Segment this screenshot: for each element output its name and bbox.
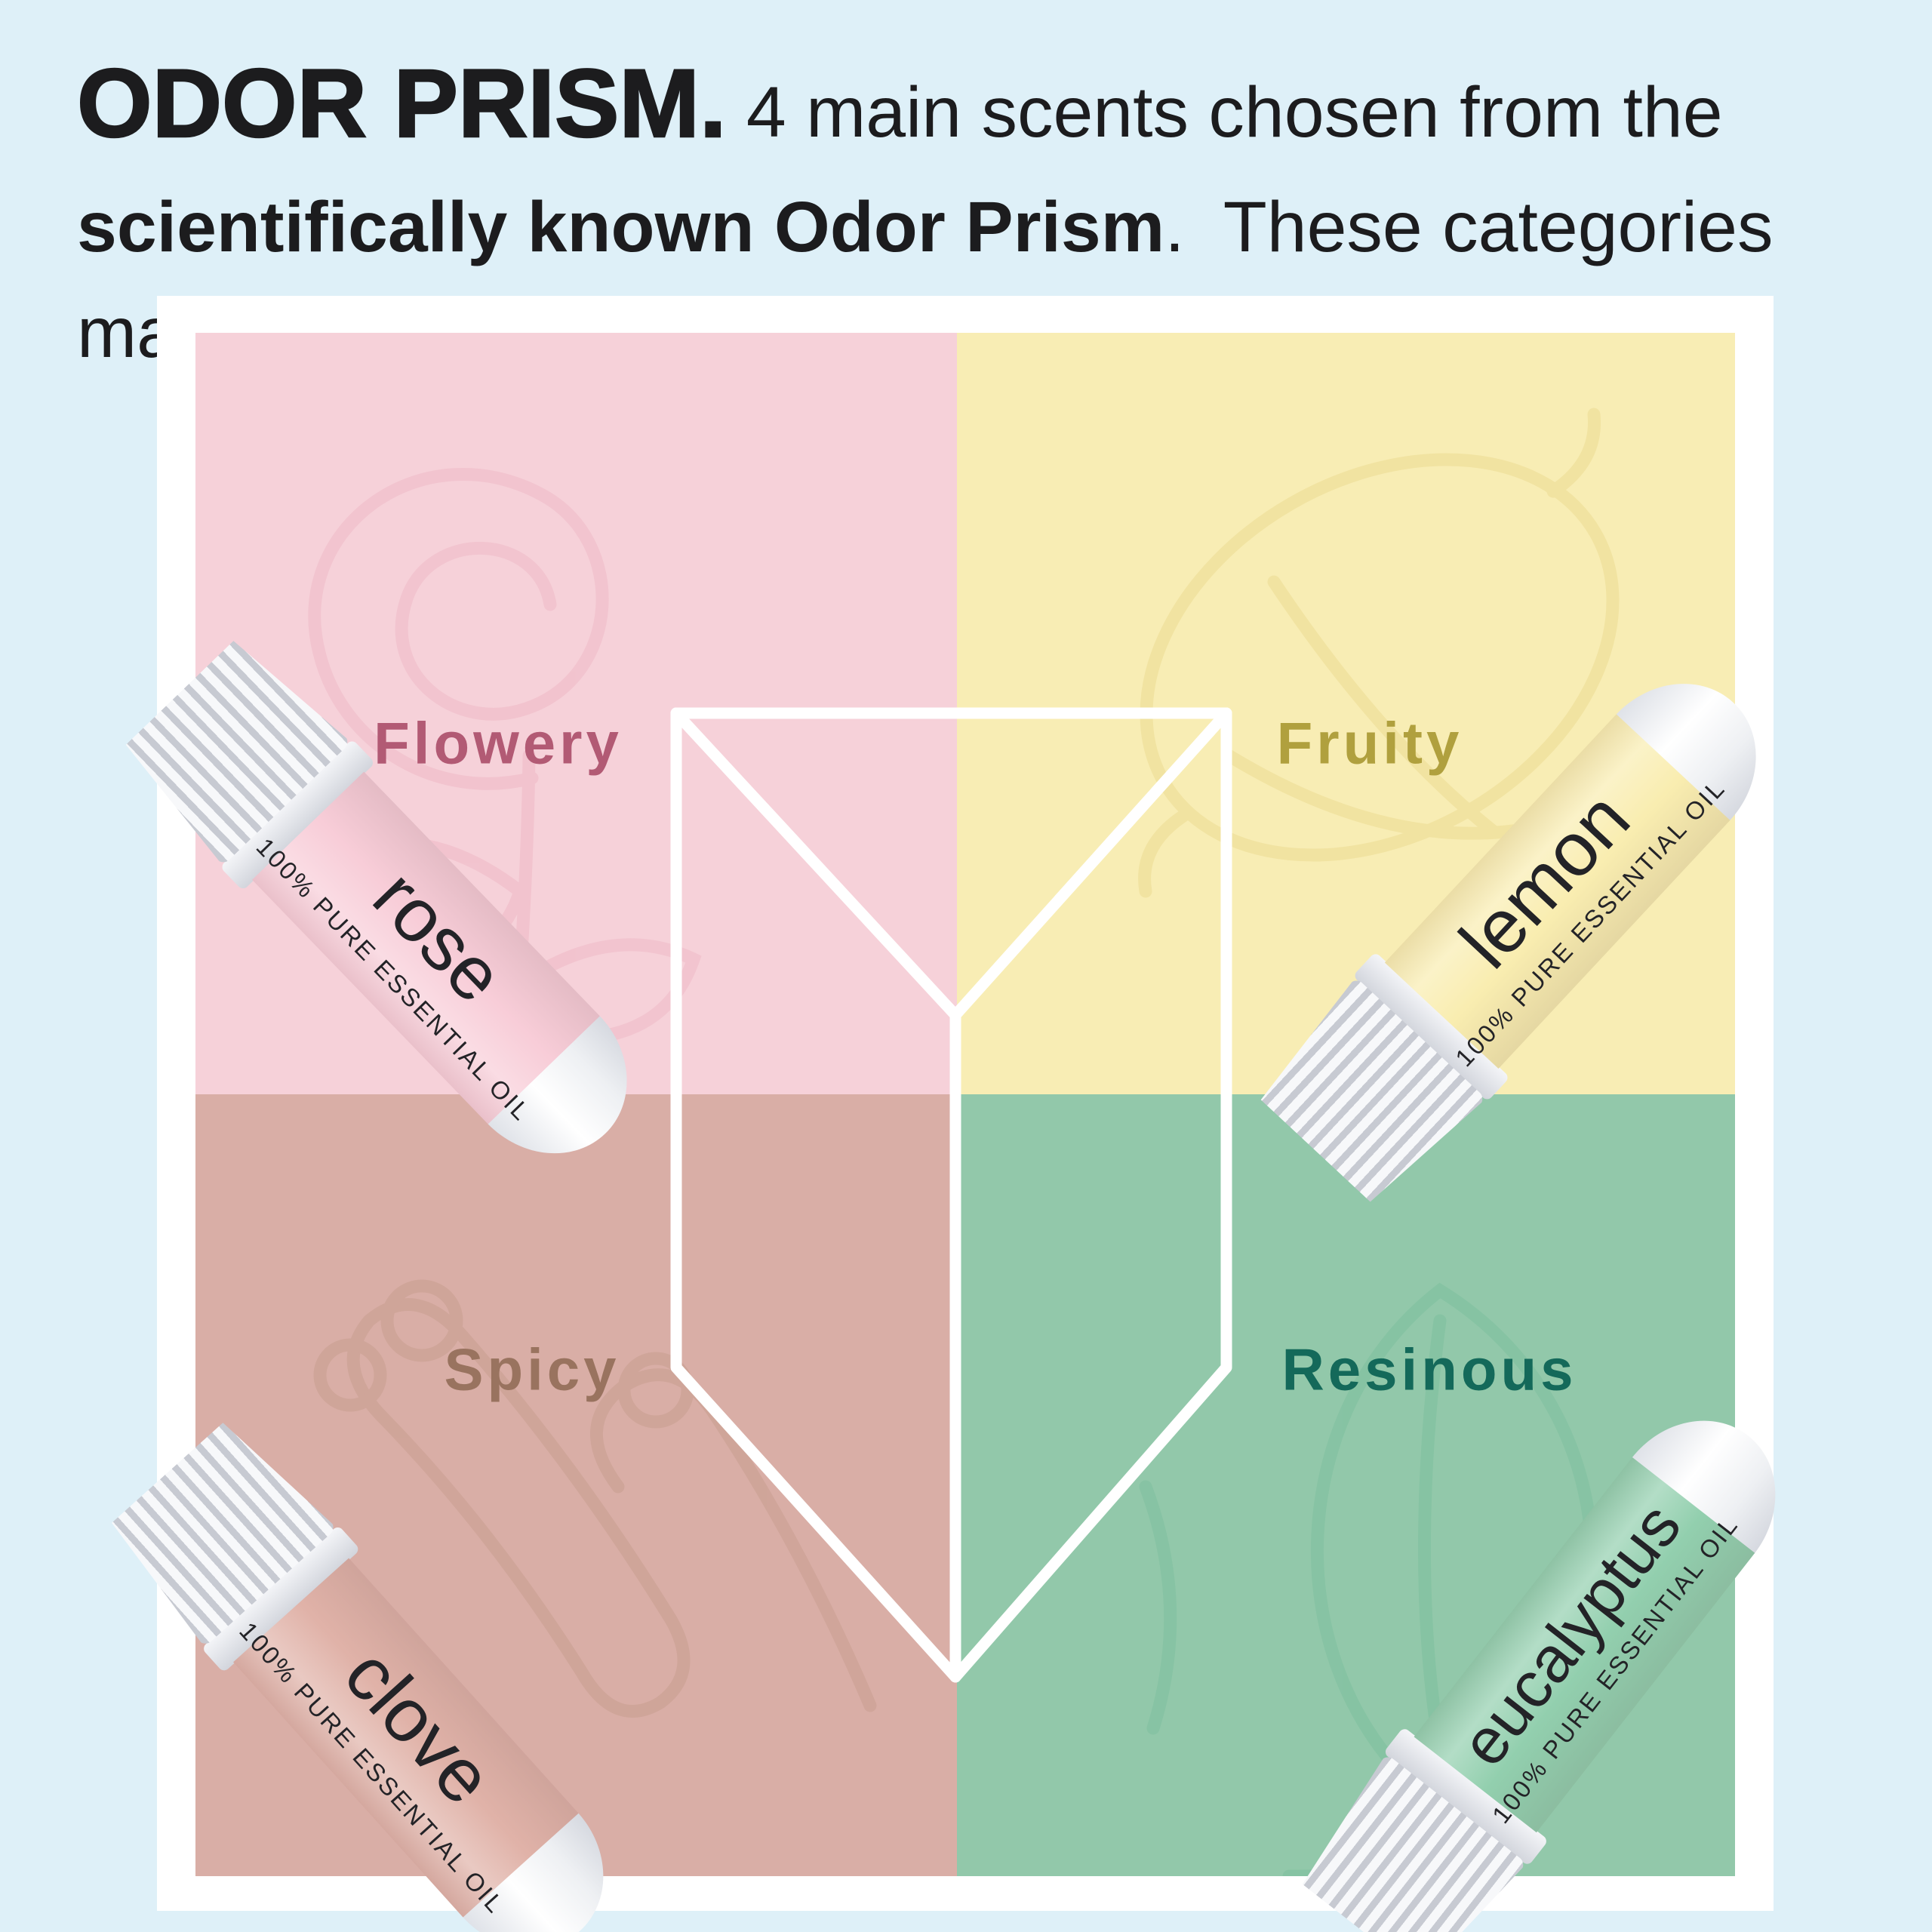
headline-bold-1: scientifically known Odor Prism — [77, 187, 1165, 268]
resinous-label: Resinous — [1281, 1336, 1577, 1403]
spicy-label: Spicy — [444, 1336, 620, 1403]
flowery-label: Flowery — [374, 709, 623, 777]
fruity-label: Fruity — [1276, 709, 1463, 777]
headline-text-1: 4 main scents chosen from the — [746, 72, 1723, 152]
headline-brand: ODOR PRISM. — [76, 49, 728, 159]
